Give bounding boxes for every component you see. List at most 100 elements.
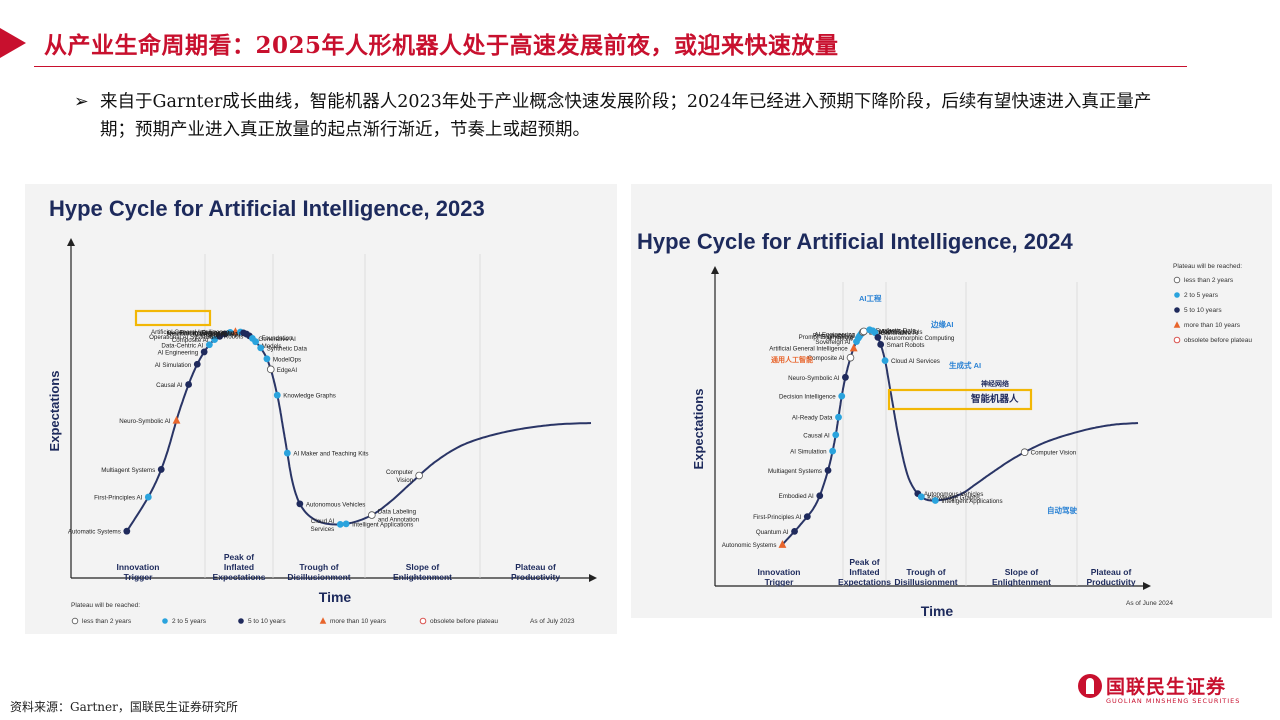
legend-heading: Plateau will be reached: xyxy=(1173,263,1242,270)
point-causal-ai xyxy=(832,431,840,439)
point-embodied-ai xyxy=(816,492,824,500)
point-autonomic-systems xyxy=(778,540,787,548)
point-label-smart-robots: Smart Robots xyxy=(887,342,925,349)
bullet-text: 来自于Garnter成长曲线，智能机器人2023年处于产业概念快速发展阶段；20… xyxy=(100,92,1152,140)
point-neuromorphic-computing xyxy=(874,333,882,341)
point-label-operational-ai-systems: Operational AI Systems xyxy=(149,334,214,341)
legend-item-obsolete-before-plateau: obsolete before plateau xyxy=(430,618,498,625)
legend-marker-2-to-5-years xyxy=(162,618,168,624)
point-automatic-systems xyxy=(123,527,131,535)
legend-marker-more-than-10-years xyxy=(1173,321,1181,328)
point-label-composite-ai: Composite AI xyxy=(172,337,209,344)
annotation-cn-4: 神经网络 xyxy=(981,379,1009,388)
point-label-neuromorphic-computing: Neuromorphic Computing xyxy=(884,335,955,342)
point-autonomous-vehicles xyxy=(296,500,304,508)
legend-marker-obsolete-before-plateau xyxy=(419,617,427,625)
legend-item-5-to-10-years: 5 to 10 years xyxy=(248,618,286,625)
hype-cycle-2023-chart: Hype Cycle for Artificial Intelligence, … xyxy=(47,196,597,625)
point-label-data-centric-ai: Data-Centric AI xyxy=(161,342,203,349)
point-multiagent-systems xyxy=(824,466,832,474)
legend-item-5-to-10-years: 5 to 10 years xyxy=(1184,307,1222,314)
point-data-centric-ai xyxy=(205,341,213,349)
point-label-multiagent-systems: Multiagent Systems xyxy=(101,467,155,474)
chart-title: Hype Cycle for Artificial Intelligence, … xyxy=(49,196,485,221)
point-ai-ready-data xyxy=(835,413,842,421)
phase-label-peak-of-inflated-expectations: Peak of xyxy=(224,552,254,562)
point-data-labeling-and-annotation xyxy=(368,511,376,519)
point-edgeai xyxy=(266,365,275,374)
legend-marker-more-than-10-years xyxy=(319,617,327,624)
phase-label-peak-of-inflated-expectations: Expectations xyxy=(213,572,266,582)
phase-label-slope-of-enlightenment: Enlightenment xyxy=(992,577,1051,587)
point-label-synthetic-data: Synthetic Data xyxy=(876,327,917,334)
point-foundation-models xyxy=(252,338,259,346)
point-causal-ai xyxy=(185,381,193,388)
point-label-responsible-ai: Responsible AI xyxy=(813,333,855,340)
y-axis-label: Expectations xyxy=(691,389,706,470)
company-logo: 国联民生证券 GUOLIAN MINSHENG SECURITIES xyxy=(1078,672,1248,708)
legend-item-less-than-2-years: less than 2 years xyxy=(82,618,132,625)
point-label-synthetic-data: Synthetic Data xyxy=(267,345,308,352)
point-label-knowledge-graphs: Knowledge Graphs xyxy=(283,393,336,400)
phase-label-innovation-trigger: Innovation xyxy=(117,562,160,572)
point-label-automatic-systems: Automatic Systems xyxy=(68,529,121,536)
highlight-box-smart-robots xyxy=(134,309,212,327)
point-label-computer-vision: Computer Vision xyxy=(1031,450,1077,457)
point-label-computer-vision: Computer xyxy=(386,469,413,476)
point-decision-intelligence xyxy=(838,392,846,400)
point-label-cloud-ai-services: Services xyxy=(311,526,335,533)
point-ai-simulation xyxy=(193,360,201,368)
point-label-intelligent-applications: Intelligent Applications xyxy=(352,521,413,528)
point-label-cloud-ai-services: Cloud AI Services xyxy=(891,358,940,365)
phase-label-plateau-of-productivity: Productivity xyxy=(1086,577,1135,587)
x-axis-label: Time xyxy=(921,603,954,618)
point-label-knowledge-graphs: Knowledge Graphs xyxy=(927,494,980,501)
hype-cycle-2024-panel: Hype Cycle for Artificial Intelligence, … xyxy=(631,184,1272,619)
hype-curve xyxy=(124,330,592,535)
point-ai-simulation xyxy=(829,447,837,455)
point-label-neuromorphic-computing: Neuromorphic Computing xyxy=(167,330,238,337)
point-computer-vision xyxy=(415,471,423,480)
point-label-embodied-ai: Embodied AI xyxy=(779,493,814,500)
phase-label-peak-of-inflated-expectations: Expectations xyxy=(838,577,891,587)
point-label-intelligent-applications: Intelligent Applications xyxy=(941,498,1002,505)
point-label-ai-maker-and-teaching-kits: AI Maker and Teaching Kits xyxy=(293,451,368,458)
phase-label-innovation-trigger: Trigger xyxy=(124,572,154,582)
point-label-ai-simulation: AI Simulation xyxy=(155,362,192,369)
bullet-point: ➢ 来自于Garnter成长曲线，智能机器人2023年处于产业概念快速发展阶段；… xyxy=(74,88,1184,144)
point-foundation-models xyxy=(859,327,868,336)
phase-label-plateau-of-productivity: Productivity xyxy=(511,572,560,582)
point-neuro-symbolic-ai xyxy=(842,373,849,381)
y-axis-label: Expectations xyxy=(47,371,62,452)
chart-title: Hype Cycle for Artificial Intelligence, … xyxy=(637,229,1073,254)
point-label-autonomic-systems: Autonomic Systems xyxy=(722,542,777,549)
point-label-smart-robots: Smart Robots xyxy=(206,333,244,340)
hype-cycle-2024-chart: Hype Cycle for Artificial Intelligence, … xyxy=(637,229,1252,619)
point-label-first-principles-ai: First-Principles AI xyxy=(94,495,142,502)
point-first-principles-ai xyxy=(144,493,152,501)
point-label-neuro-symbolic-ai: Neuro-Symbolic AI xyxy=(119,418,171,425)
point-multiagent-systems xyxy=(157,466,165,473)
point-label-cloud-ai-services: Cloud AI xyxy=(311,518,335,525)
point-label-foundation-models: Foundation Models xyxy=(870,329,923,336)
legend-item-obsolete-before-plateau: obsolete before plateau xyxy=(1184,337,1252,344)
point-intelligent-applications xyxy=(931,497,939,504)
point-label-ai-ready-data: AI-Ready Data xyxy=(792,415,833,422)
point-label-edgeai: EdgeAI xyxy=(277,367,298,374)
point-label-composite-ai: Composite AI xyxy=(808,355,845,362)
point-label-artificial-general-intelligence: Artificial General Intelligence xyxy=(769,346,848,353)
point-modelops xyxy=(263,355,271,363)
phase-label-trough-of-disillusionment: Disillusionment xyxy=(287,572,350,582)
legend-item-less-than-2-years: less than 2 years xyxy=(1184,277,1234,284)
point-knowledge-graphs xyxy=(917,493,925,501)
header-marker xyxy=(0,28,26,58)
logo-name-en: GUOLIAN MINSHENG SECURITIES xyxy=(1106,697,1241,705)
point-synthetic-data xyxy=(257,344,265,352)
point-label-data-labeling-and-annotation: Data Labeling xyxy=(378,509,417,516)
point-label-foundation-models: Models xyxy=(262,343,282,350)
point-label-prompt-engineering: Prompt Engineering xyxy=(180,330,235,337)
phase-label-slope-of-enlightenment: Slope of xyxy=(406,562,440,572)
legend-marker-2-to-5-years xyxy=(1174,292,1180,298)
logo-name-cn: 国联民生证券 xyxy=(1106,676,1227,698)
phase-label-plateau-of-productivity: Plateau of xyxy=(515,562,556,572)
